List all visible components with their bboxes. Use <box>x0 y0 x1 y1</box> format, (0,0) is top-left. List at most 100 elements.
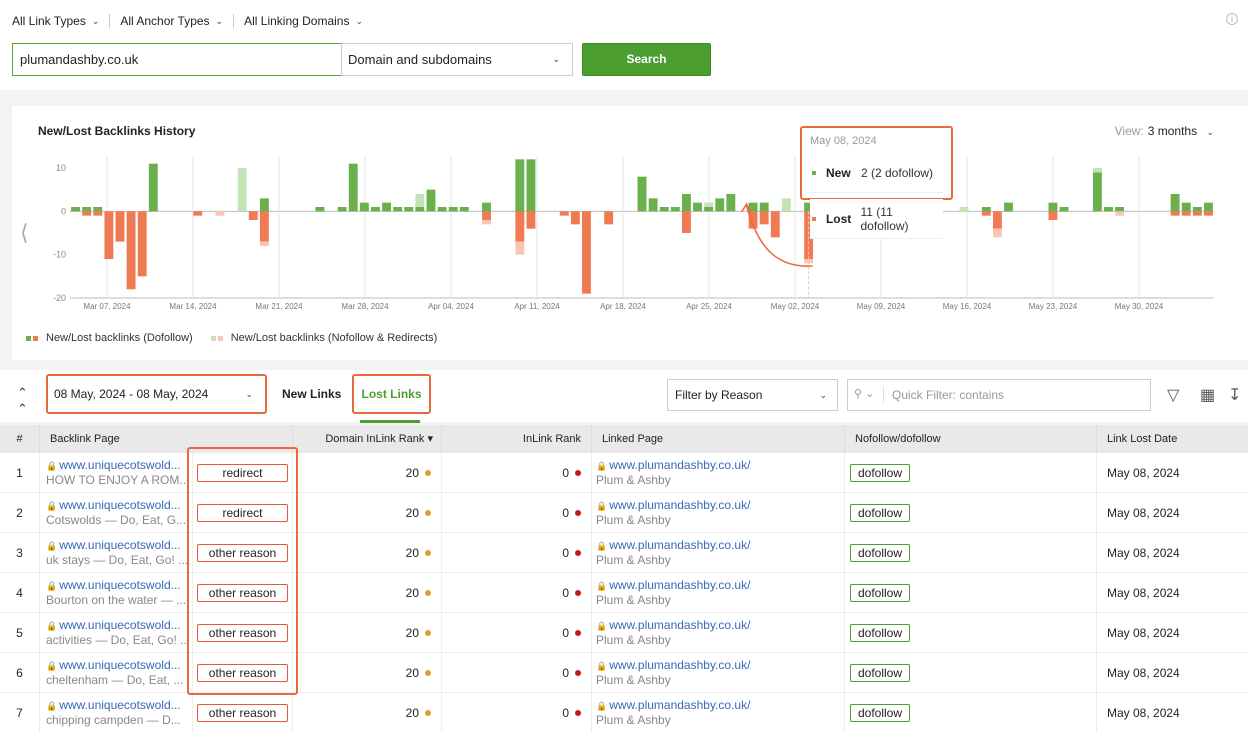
lock-icon: 🔒 <box>596 621 608 631</box>
backlink-url[interactable]: 🔒 www.uniquecotswold... <box>46 578 192 592</box>
lock-icon: 🔒 <box>596 701 608 711</box>
new-bar <box>659 207 669 212</box>
search-icon[interactable]: ⚲ ⌄ <box>854 387 884 403</box>
y-tick-label: 0 <box>61 206 66 216</box>
rank-dot-icon <box>425 510 431 516</box>
lock-icon: 🔒 <box>596 501 608 511</box>
reason-cell: other reason <box>193 573 293 613</box>
backlink-url[interactable]: 🔒 www.uniquecotswold... <box>46 658 192 672</box>
collapse-icon[interactable]: ⌃ ⌃ <box>17 385 28 416</box>
backlink-url-text: www.uniquecotswold... <box>59 618 181 632</box>
chart-legend: New/Lost backlinks (Dofollow) New/Lost b… <box>26 332 455 344</box>
backlink-title: activities — Do, Eat, Go! ... <box>46 633 191 647</box>
scope-select[interactable]: Domain and subdomains ⌄ <box>341 43 573 76</box>
lost-bar <box>193 211 203 216</box>
reason-filter-select[interactable]: Filter by Reason ⌄ <box>667 379 838 411</box>
header-linked-page[interactable]: Linked Page <box>592 425 845 453</box>
backlink-cell: 🔒 www.uniquecotswold... chipping campden —… <box>40 693 193 732</box>
linked-url[interactable]: 🔒 www.plumandashby.co.uk/ <box>596 578 844 592</box>
info-icon[interactable]: i <box>1226 13 1238 25</box>
header-backlink-page[interactable]: Backlink Page <box>40 425 293 453</box>
new-bar <box>437 207 447 212</box>
reason-cell: other reason <box>193 533 293 573</box>
backlink-cell: 🔒 www.uniquecotswold... Bourton on the wat… <box>40 573 193 613</box>
linked-url[interactable]: 🔒 www.plumandashby.co.uk/ <box>596 498 844 512</box>
inlink-rank-value: 0 <box>562 506 569 520</box>
search-input[interactable]: plumandashby.co.uk <box>12 43 342 76</box>
table-row[interactable]: 6 🔒 www.uniquecotswold... cheltenham — Do, … <box>0 653 1248 693</box>
backlink-url[interactable]: 🔒 www.uniquecotswold... <box>46 458 192 472</box>
new-bar <box>415 194 425 207</box>
y-tick-label: 10 <box>56 163 66 173</box>
new-bar <box>370 207 380 212</box>
view-selector[interactable]: View: 3 months ⌄ <box>1115 124 1214 138</box>
header-follow[interactable]: Nofollow/dofollow <box>845 425 1097 453</box>
table-row[interactable]: 7 🔒 www.uniquecotswold... chipping campden … <box>0 693 1248 732</box>
linked-url[interactable]: 🔒 www.plumandashby.co.uk/ <box>596 458 844 472</box>
new-bar <box>482 202 491 212</box>
lost-bar <box>981 211 991 216</box>
quick-filter-placeholder: Quick Filter: contains <box>892 388 1005 402</box>
table-row[interactable]: 5 🔒 www.uniquecotswold... activities — Do, … <box>0 613 1248 653</box>
table-row[interactable]: 1 🔒 www.uniquecotswold... HOW TO ENJOY A RO… <box>0 453 1248 493</box>
table-row[interactable]: 4 🔒 www.uniquecotswold... Bourton on the wa… <box>0 573 1248 613</box>
legend-swatch-lost <box>217 335 223 341</box>
header-inlink-rank[interactable]: InLink Rank <box>442 425 592 453</box>
new-bar <box>382 202 391 212</box>
linked-url[interactable]: 🔒 www.plumandashby.co.uk/ <box>596 618 844 632</box>
link-types-dropdown[interactable]: All Link Types ⌄ <box>12 14 109 28</box>
new-bar <box>359 202 369 212</box>
tab-lost-links[interactable]: Lost Links <box>352 374 431 414</box>
new-bar <box>393 207 403 212</box>
x-tick-label: Mar 21, 2024 <box>255 302 303 311</box>
new-bar <box>726 194 736 212</box>
lost-date-cell: May 08, 2024 <box>1107 666 1180 680</box>
lost-bar <box>1115 211 1125 216</box>
x-tick-label: May 09, 2024 <box>857 302 906 311</box>
anchor-types-dropdown[interactable]: All Anchor Types ⌄ <box>120 14 233 28</box>
x-tick-label: Mar 14, 2024 <box>169 302 217 311</box>
linked-url[interactable]: 🔒 www.plumandashby.co.uk/ <box>596 698 844 712</box>
table-row[interactable]: 3 🔒 www.uniquecotswold... uk stays — Do, Ea… <box>0 533 1248 573</box>
new-bar <box>237 168 247 212</box>
new-bar <box>1092 168 1102 173</box>
linked-page-cell: 🔒 www.plumandashby.co.uk/Plum & Ashby <box>592 573 845 613</box>
linking-domains-dropdown[interactable]: All Linking Domains ⌄ <box>244 14 373 28</box>
new-bar <box>804 202 814 212</box>
backlink-title: uk stays — Do, Eat, Go! ... <box>46 553 189 567</box>
linked-title: Plum & Ashby <box>596 673 671 687</box>
chevron-left-icon[interactable]: ⟨ <box>20 220 29 245</box>
new-bar <box>959 207 969 212</box>
linked-page-cell: 🔒 www.plumandashby.co.uk/Plum & Ashby <box>592 613 845 653</box>
new-bar <box>1104 207 1113 212</box>
quick-filter-input[interactable]: ⚲ ⌄ Quick Filter: contains <box>847 379 1151 411</box>
backlink-url[interactable]: 🔒 www.uniquecotswold... <box>46 498 192 512</box>
legend-swatch-new <box>210 335 216 341</box>
backlink-url[interactable]: 🔒 www.uniquecotswold... <box>46 698 192 712</box>
new-bar <box>1092 172 1102 212</box>
chevron-down-icon: ⌄ <box>245 389 253 399</box>
x-tick-label: Mar 28, 2024 <box>341 302 389 311</box>
backlink-url[interactable]: 🔒 www.uniquecotswold... <box>46 618 192 632</box>
header-lost-date[interactable]: Link Lost Date <box>1107 433 1178 445</box>
linked-url[interactable]: 🔒 www.plumandashby.co.uk/ <box>596 538 844 552</box>
export-icon[interactable]: ↧ <box>1228 387 1242 404</box>
follow-cell: dofollow <box>845 493 1097 533</box>
legend-swatch-new <box>26 335 31 341</box>
follow-badge: dofollow <box>850 504 910 522</box>
view-value: 3 months <box>1147 124 1198 138</box>
table-row[interactable]: 2 🔒 www.uniquecotswold... Cotswolds — Do, E… <box>0 493 1248 533</box>
grid-icon[interactable]: ▦ <box>1200 387 1216 404</box>
backlink-title: chipping campden — D... <box>46 713 181 727</box>
search-button[interactable]: Search <box>582 43 711 76</box>
new-bar <box>148 163 158 212</box>
header-domain-rank[interactable]: Domain InLink Rank ▾ <box>293 425 442 453</box>
x-tick-label: May 30, 2024 <box>1115 302 1164 311</box>
tab-new-links[interactable]: New Links <box>282 387 342 401</box>
lock-icon: 🔒 <box>46 581 58 591</box>
lost-bar <box>115 211 125 242</box>
backlink-url[interactable]: 🔒 www.uniquecotswold... <box>46 538 192 552</box>
date-range-picker[interactable]: 08 May, 2024 - 08 May, 2024 ⌄ <box>46 374 267 414</box>
linked-url[interactable]: 🔒 www.plumandashby.co.uk/ <box>596 658 844 672</box>
funnel-icon[interactable]: ▽ <box>1167 387 1180 404</box>
